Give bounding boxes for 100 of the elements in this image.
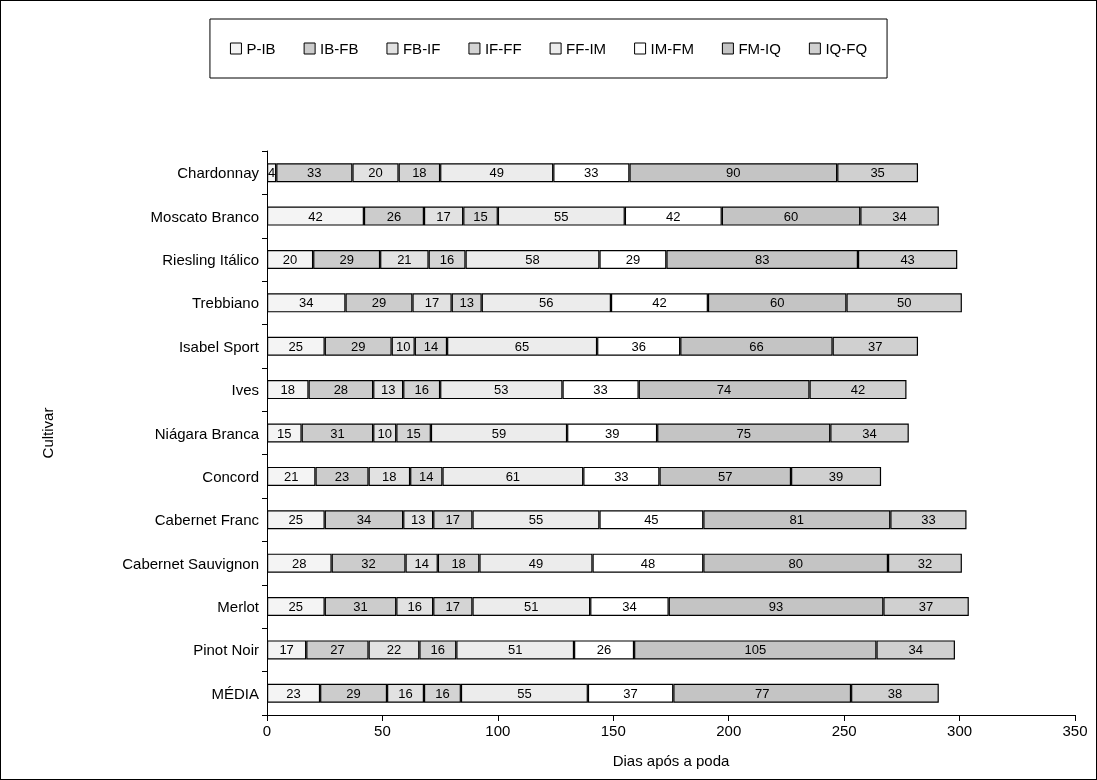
data-label: 33	[584, 165, 599, 181]
data-label: 43	[900, 251, 915, 267]
data-label: 33	[307, 165, 322, 181]
y-tick-label: Merlot	[217, 598, 260, 616]
data-label: 32	[361, 555, 376, 571]
data-label: 29	[339, 251, 354, 267]
data-label: 29	[625, 251, 641, 267]
data-label: 29	[371, 295, 387, 311]
data-label: 55	[517, 685, 532, 701]
data-label: 18	[280, 382, 296, 398]
data-label: 10	[395, 338, 411, 354]
data-label: 74	[716, 382, 732, 398]
data-label: 18	[451, 555, 466, 571]
legend-label: IF-FF	[484, 40, 522, 57]
data-label: 42	[850, 382, 866, 398]
data-label: 26	[596, 642, 612, 658]
legend-label: FB-IF	[402, 40, 441, 57]
y-axis-title: Cultivar	[39, 407, 56, 459]
data-label: 17	[436, 208, 451, 224]
data-label: 29	[346, 685, 361, 701]
data-label: 38	[887, 685, 903, 701]
data-label: 21	[284, 468, 299, 484]
data-label: 20	[368, 165, 383, 181]
x-tick-label: 250	[831, 722, 857, 739]
data-label: 17	[424, 295, 440, 311]
y-tick-label: Cabernet Franc	[154, 511, 260, 529]
data-label: 28	[292, 555, 307, 571]
data-label: 42	[666, 208, 681, 224]
data-label: 34	[622, 599, 637, 615]
data-label: 45	[644, 512, 659, 528]
data-label: 80	[788, 555, 803, 571]
legend-label: IM-FM	[650, 40, 694, 57]
data-label: 16	[430, 642, 446, 658]
data-label: 34	[356, 512, 372, 528]
data-label: 39	[604, 425, 620, 441]
data-label: 49	[489, 165, 504, 181]
data-label: 17	[279, 642, 294, 658]
data-label: 14	[419, 468, 434, 484]
y-tick-label: Chardonnay	[177, 164, 260, 182]
data-label: 13	[380, 382, 396, 398]
data-label: 27	[330, 642, 345, 658]
data-label: 29	[350, 338, 366, 354]
y-tick-label: Isabel Sport	[178, 337, 260, 355]
legend-label: IB-FB	[320, 40, 359, 57]
data-label: 53	[494, 382, 509, 398]
data-label: 93	[768, 599, 784, 615]
x-tick-label: 350	[1062, 722, 1088, 739]
y-tick-label: Moscato Branco	[150, 207, 259, 225]
legend-label: FF-IM	[566, 40, 607, 57]
data-label: 61	[505, 468, 521, 484]
data-label: 18	[412, 165, 427, 181]
data-label: 25	[288, 338, 304, 354]
data-label: 34	[892, 208, 907, 224]
data-label: 51	[524, 599, 539, 615]
data-label: 32	[917, 555, 933, 571]
data-label: 34	[908, 642, 923, 658]
data-label: 90	[726, 165, 741, 181]
data-label: 75	[736, 425, 751, 441]
data-label: 34	[862, 425, 877, 441]
data-label: 20	[282, 251, 298, 267]
data-label: 16	[435, 685, 450, 701]
data-label: 105	[744, 642, 767, 658]
data-label: 10	[377, 425, 392, 441]
data-label: 14	[423, 338, 439, 354]
data-label: 58	[525, 251, 540, 267]
data-label: 37	[623, 685, 638, 701]
data-label: 55	[528, 512, 544, 528]
data-label: 77	[754, 685, 770, 701]
data-label: 17	[445, 599, 461, 615]
data-label: 25	[288, 599, 304, 615]
data-label: 15	[473, 208, 488, 224]
x-tick-label: 200	[716, 722, 742, 739]
data-label: 37	[918, 599, 934, 615]
data-label: 35	[870, 165, 885, 181]
data-label: 23	[334, 468, 350, 484]
data-label: 22	[386, 642, 402, 658]
data-label: 33	[614, 468, 629, 484]
data-label: 16	[439, 251, 455, 267]
data-label: 42	[652, 295, 667, 311]
x-tick-label: 100	[485, 722, 511, 739]
data-label: 18	[382, 468, 397, 484]
data-label: 39	[828, 468, 844, 484]
data-label: 33	[921, 512, 936, 528]
data-label: 13	[459, 295, 474, 311]
data-label: 49	[528, 555, 544, 571]
data-label: 23	[286, 685, 301, 701]
data-label: 57	[718, 468, 733, 484]
x-tick-label: 0	[262, 722, 272, 739]
data-label: 25	[288, 512, 304, 528]
legend-label: FM-IQ	[738, 40, 781, 57]
data-label: 13	[410, 512, 426, 528]
legend-label: IQ-FQ	[825, 40, 868, 57]
y-tick-label: Riesling Itálico	[162, 250, 259, 268]
x-tick-label: 300	[947, 722, 973, 739]
data-label: 81	[789, 512, 805, 528]
x-tick-label: 150	[600, 722, 626, 739]
y-tick-label: Cabernet Sauvignon	[122, 554, 259, 572]
data-label: 16	[414, 382, 429, 398]
data-label: 83	[754, 251, 770, 267]
data-label: 33	[593, 382, 608, 398]
